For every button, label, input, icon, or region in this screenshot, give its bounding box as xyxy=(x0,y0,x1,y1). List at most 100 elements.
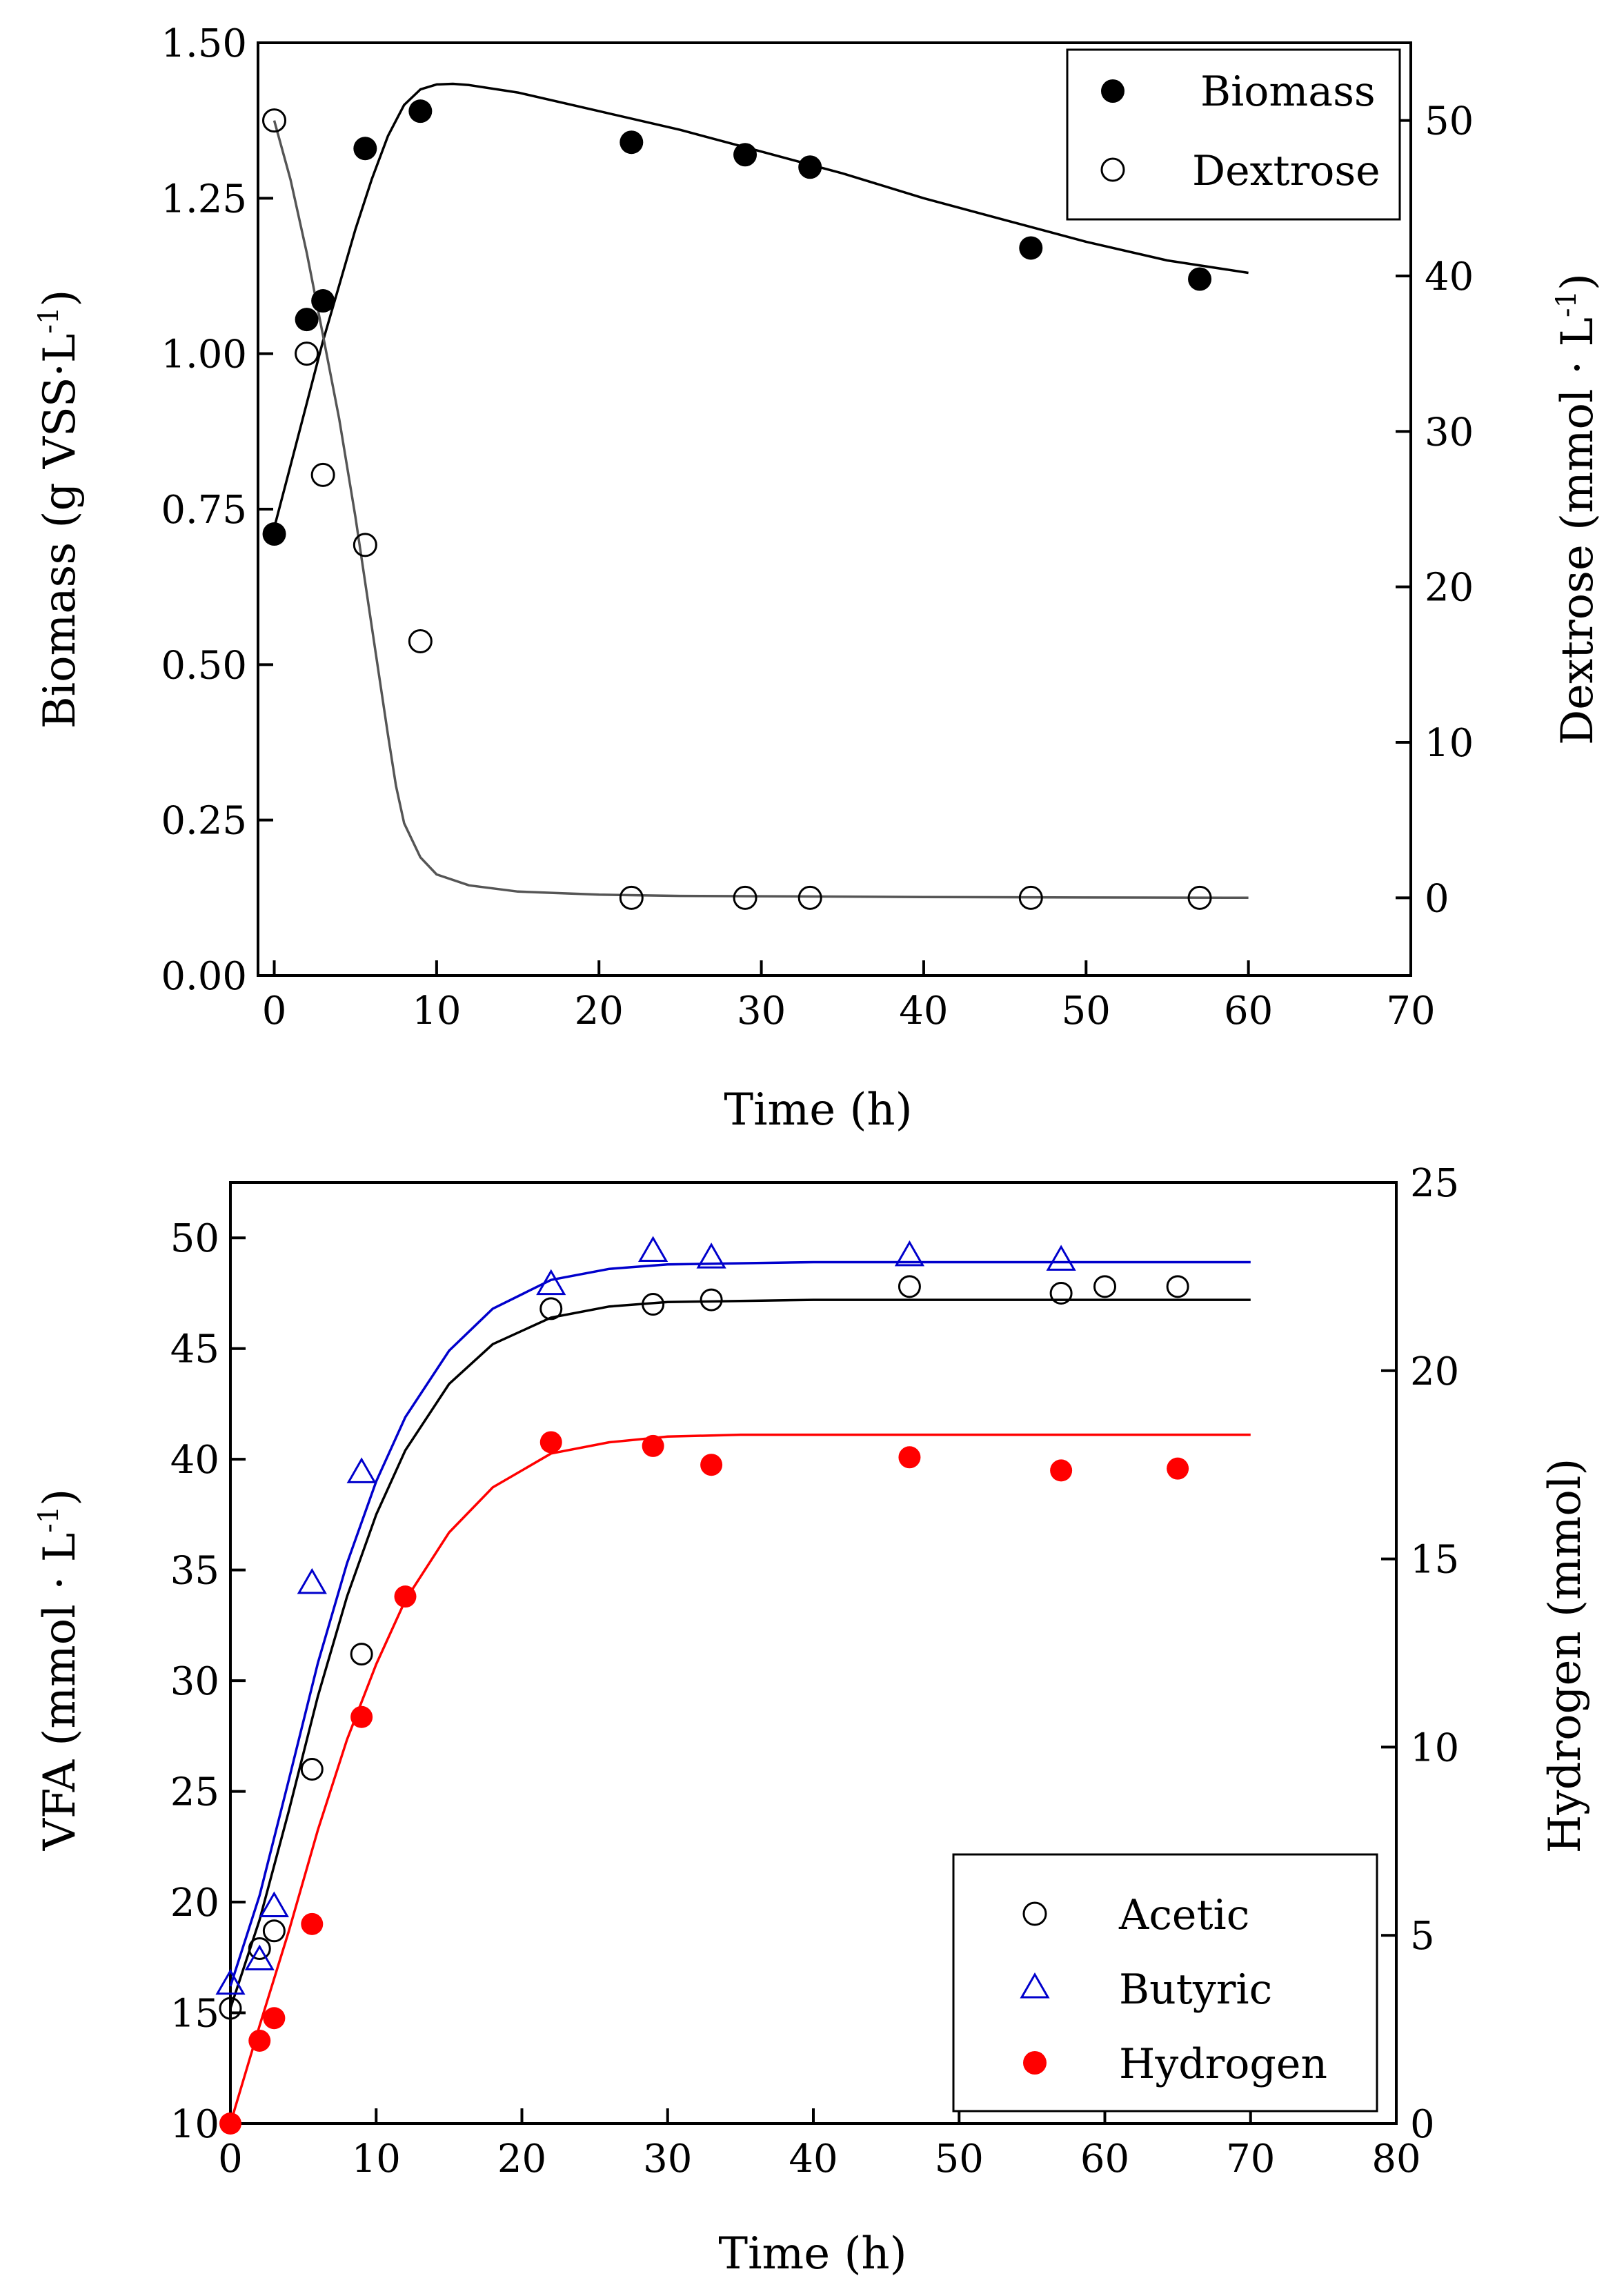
legend-label-dextrose: Dextrose xyxy=(1192,147,1380,195)
hydrogen-point xyxy=(642,1434,664,1457)
hydrogen-point xyxy=(539,1431,562,1454)
acetic-point xyxy=(642,1293,665,1316)
legend: Acetic Butyric Hydrogen xyxy=(952,1853,1378,2112)
dextrose-point xyxy=(310,462,335,487)
acetic-point xyxy=(1049,1281,1073,1305)
hydrogen-point xyxy=(394,1585,417,1608)
chart-biomass-dextrose: 0 10 20 30 40 50 60 70 0.00 0.25 0.50 0.75 1.00 1.25 1… xyxy=(33,21,1603,1136)
x-tick-label: 80 xyxy=(1371,2137,1420,2181)
dextrose-point xyxy=(1018,885,1043,910)
butyric-point xyxy=(346,1457,377,1483)
x-tick-label: 70 xyxy=(1386,989,1435,1033)
y-tick-label: 0.75 xyxy=(161,488,247,533)
y-tick-label: 1.25 xyxy=(161,177,247,221)
butyric-point xyxy=(536,1269,566,1296)
y2-tick-label: 40 xyxy=(1425,255,1474,299)
biomass-point xyxy=(798,155,822,179)
hydrogen-point xyxy=(898,1446,921,1469)
y2-tick-label: 0 xyxy=(1425,876,1449,921)
legend-label-acetic: Acetic xyxy=(1118,1891,1249,1939)
hydrogen-point xyxy=(1167,1457,1189,1480)
y-tick-label: 1.00 xyxy=(161,333,247,377)
y2-tick-label: 15 xyxy=(1410,1538,1459,1583)
y2-tick-label: 25 xyxy=(1410,1161,1459,1206)
acetic-point xyxy=(300,1757,324,1781)
biomass-point xyxy=(408,99,433,123)
x-tick-label: 60 xyxy=(1224,989,1273,1033)
biomass-point xyxy=(262,522,286,546)
x-tick-label: 10 xyxy=(352,2137,401,2181)
x-tick-label: 20 xyxy=(575,989,624,1033)
x-tick-label: 50 xyxy=(935,2137,984,2181)
x-tick-label: 60 xyxy=(1080,2137,1129,2181)
y2-tick-label: 20 xyxy=(1425,566,1474,611)
legend-label-hydrogen: Hydrogen xyxy=(1119,2040,1327,2088)
biomass-point xyxy=(1188,267,1212,291)
x-tick-label: 0 xyxy=(218,2137,243,2181)
hydrogen-point xyxy=(1050,1459,1073,1482)
biomass-point xyxy=(295,308,319,332)
tick-labels: 0 10 20 30 40 50 60 70 8010152025303540455005101… xyxy=(170,1161,1460,2181)
hydrogen-point xyxy=(248,2029,271,2052)
butyric-point xyxy=(696,1243,726,1269)
hydrogen-point xyxy=(301,1912,324,1935)
biomass-point xyxy=(733,143,757,167)
butyric-point xyxy=(1046,1245,1076,1271)
y-tick-label: 0.00 xyxy=(161,954,247,999)
legend: Biomass Dextrose xyxy=(1066,48,1401,221)
acetic-point xyxy=(350,1643,373,1666)
butyric-point xyxy=(638,1236,668,1262)
y-tick-label: 50 xyxy=(170,1216,219,1261)
y-tick-label: 20 xyxy=(170,1881,219,1926)
acetic-point xyxy=(700,1288,723,1312)
x-tick-label: 10 xyxy=(412,989,461,1033)
x-tick-label: 30 xyxy=(737,989,786,1033)
x-tick-label: 30 xyxy=(643,2137,692,2181)
dextrose-point xyxy=(619,885,644,910)
acetic-point xyxy=(262,1919,286,1943)
legend-marker-biomass xyxy=(1101,79,1124,103)
dextrose-point xyxy=(353,533,377,557)
legend-label-biomass: Biomass xyxy=(1200,68,1376,116)
y-tick-label: 15 xyxy=(170,1992,219,2037)
biomass-point xyxy=(311,289,335,313)
y-tick-label: 1.50 xyxy=(161,21,247,66)
y-tick-label: 25 xyxy=(170,1770,219,1815)
legend-box xyxy=(952,1853,1378,2112)
y2-tick-label: 0 xyxy=(1410,2102,1435,2147)
y-tick-label: 35 xyxy=(170,1549,219,1594)
butyric-point xyxy=(297,1567,327,1594)
x-tick-label: 0 xyxy=(262,989,287,1033)
acetic-point xyxy=(219,1997,242,2020)
dextrose-point xyxy=(797,885,822,910)
legend-marker-acetic xyxy=(1022,1901,1047,1926)
butyric-point xyxy=(215,1968,246,1995)
legend-marker-hydrogen xyxy=(1023,2051,1047,2075)
dextrose-point xyxy=(295,342,319,366)
y-tick-label: 30 xyxy=(170,1659,219,1704)
y-tick-label: 0.25 xyxy=(161,799,247,844)
axis-ticks xyxy=(258,41,1412,977)
legend-box xyxy=(1066,48,1401,221)
tick-labels: 0 10 20 30 40 50 60 70 0.00 0.25 0.50 0.75 1.00 1.25 1… xyxy=(161,21,1474,1033)
dextrose-point xyxy=(1187,885,1212,910)
y2-tick-label: 20 xyxy=(1410,1349,1459,1394)
biomass-point xyxy=(620,130,644,155)
dextrose-point xyxy=(733,885,757,910)
y2-tick-label: 5 xyxy=(1410,1914,1435,1959)
legend-marker-butyric xyxy=(1020,1972,1050,1999)
acetic-point xyxy=(1093,1275,1116,1298)
hydrogen-point xyxy=(350,1705,373,1728)
biomass-point xyxy=(353,137,377,161)
x-tick-label: 70 xyxy=(1226,2137,1275,2181)
butyric-fit-curve xyxy=(229,1260,1251,1987)
data-points xyxy=(262,99,1212,910)
y-axis-title: VFA (mmol · L-1) xyxy=(33,1489,86,1851)
y-axis-title: Biomass (g VSS·L-1) xyxy=(33,290,86,729)
axis-ticks xyxy=(229,1181,1398,2125)
dextrose-point xyxy=(262,108,287,133)
y-tick-label: 0.50 xyxy=(161,643,247,688)
x-tick-label: 50 xyxy=(1062,989,1111,1033)
legend-marker-dextrose xyxy=(1100,157,1125,182)
